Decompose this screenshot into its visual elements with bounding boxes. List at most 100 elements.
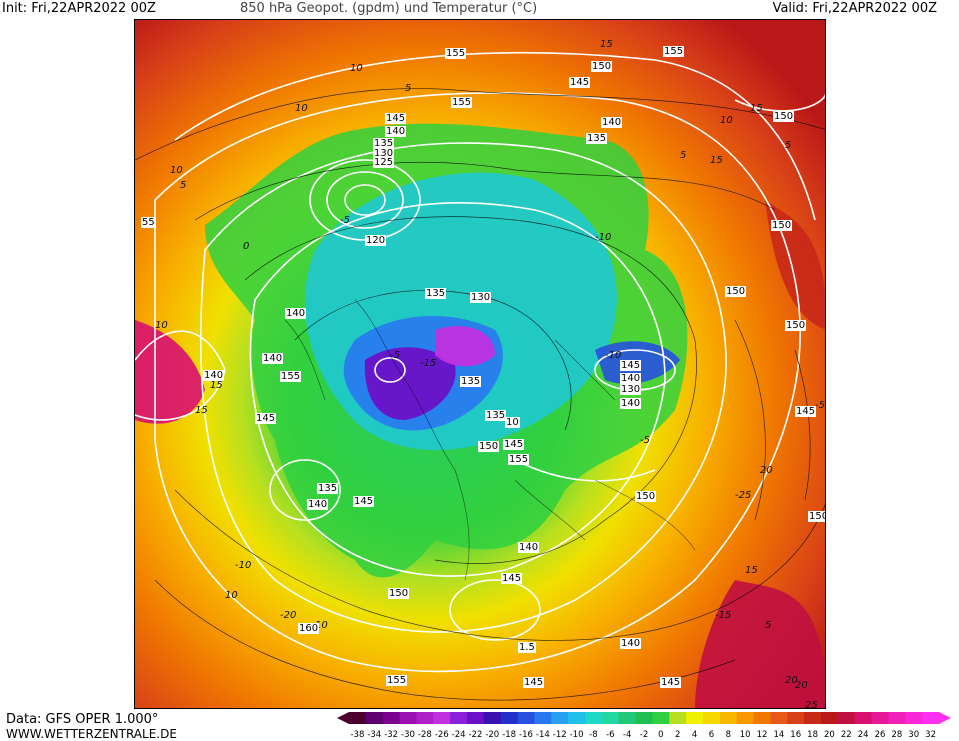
temperature-contour-label: 10 (720, 115, 733, 126)
colorbar-swatch (854, 712, 873, 724)
geopotential-contour-label: 145 (620, 360, 642, 371)
temperature-contour-label: 5 (765, 620, 772, 631)
geopotential-contour-label: 145 (569, 77, 591, 88)
colorbar-tick-label: -4 (623, 730, 631, 740)
colorbar-swatch (719, 712, 738, 724)
geopotential-contour-label: 140 (307, 499, 329, 510)
geopotential-contour-label: 155 (508, 454, 530, 465)
warm-region-east (765, 200, 825, 330)
temperature-contour-label: 15 (210, 380, 223, 391)
colorbar-swatch (450, 712, 468, 724)
colorbar-tick-label: -28 (418, 730, 432, 740)
warm-region-southeast (695, 580, 825, 708)
valid-time-label: Valid: Fri,22APR2022 00Z (772, 1, 937, 16)
temperature-contour-label: 15 (750, 103, 763, 114)
temperature-contour-label: 5 (785, 140, 792, 151)
colorbar-tick-label: -24 (452, 730, 466, 740)
cold-core-magenta (435, 326, 495, 367)
colorbar-swatch (618, 712, 637, 724)
geopotential-contour-label: 140 (203, 370, 225, 381)
colorbar-arrow-right (939, 712, 951, 724)
website-label: WWW.WETTERZENTRALE.DE (6, 727, 177, 741)
geopotential-contour-label: 135 (460, 376, 482, 387)
temperature-contour-label: 5 (180, 180, 187, 191)
geopotential-contour-label: 145 (795, 406, 817, 417)
colorbar-tick-label: 8 (726, 730, 731, 740)
temperature-contour-label: 10 (295, 103, 308, 114)
geopotential-contour-label: 150 (808, 511, 825, 522)
colorbar-swatch (652, 712, 670, 724)
coastlines (284, 299, 696, 581)
colorbar-tick-label: -16 (519, 730, 533, 740)
colorbar-tick-label: -38 (350, 730, 364, 740)
geopotential-contour-label: 135 (425, 288, 447, 299)
colorbar-tick-label: -12 (553, 730, 567, 740)
temperature-contour-label: -10 (235, 560, 252, 571)
colorbar-tick-label: -2 (640, 730, 648, 740)
colorbar-swatch (669, 712, 687, 724)
colorbar-tick-label: 26 (875, 730, 886, 740)
geopotential-contour-label: 140 (620, 373, 642, 384)
temperature-contour-label: 5 (680, 150, 687, 161)
colorbar-tick-label: 12 (757, 730, 768, 740)
colorbar-swatch (349, 712, 367, 724)
colorbar-tick-label: -18 (502, 730, 516, 740)
colorbar-tick-label: 24 (858, 730, 869, 740)
geopotential-contour-label: 150 (785, 320, 807, 331)
geopotential-contour-label: 140 (601, 117, 623, 128)
colorbar-swatch (905, 712, 923, 724)
colorbar-swatch (804, 712, 822, 724)
colorbar-tick-label: 4 (692, 730, 697, 740)
colorbar-tick-label: -32 (384, 730, 398, 740)
colorbar-swatch (416, 712, 434, 724)
colorbar-swatch (365, 712, 384, 724)
colorbar-tick-label: 6 (709, 730, 714, 740)
colorbar-swatch (635, 712, 653, 724)
colorbar-tick-label: -22 (468, 730, 482, 740)
temperature-contour-label: -5 (390, 350, 400, 361)
colorbar-swatch (568, 712, 586, 724)
colorbar-swatch (871, 712, 889, 724)
colorbar-tick-label: 32 (925, 730, 936, 740)
temperature-contour-label: 10 (350, 63, 363, 74)
colorbar-swatch (585, 712, 603, 724)
temperature-contour-label: 15 (600, 39, 613, 50)
geopotential-contour-label: 155 (280, 371, 302, 382)
geopotential-contour-label: 150 (725, 286, 747, 297)
temperature-contour-label: -5 (340, 215, 350, 226)
temperature-contour-label: 15 (745, 565, 758, 576)
geopotential-contour-label: 160 (298, 623, 320, 634)
colorbar-tick-label: -34 (367, 730, 381, 740)
colorbar-tick-label: 30 (908, 730, 919, 740)
warm-region-west (135, 320, 205, 424)
temperature-contour-label: 20 (760, 465, 773, 476)
colorbar-tick-label: 18 (807, 730, 818, 740)
header: Init: Fri,22APR2022 00Z 850 hPa Geopot. … (0, 0, 959, 18)
temperature-contour-label: -25 (735, 490, 752, 501)
colorbar-swatch (433, 712, 451, 724)
geopotential-contour-label: 150 (591, 61, 613, 72)
geopotential-contour-label: 1.5 (518, 642, 536, 653)
colorbar-tick-label: 14 (773, 730, 784, 740)
geopotential-contour-label: 140 (518, 542, 540, 553)
temperature-contour-label: 0 (243, 241, 250, 252)
geopotential-contour-label: 140 (385, 126, 407, 137)
colorbar-swatch (517, 712, 535, 724)
colorbar-swatch (686, 712, 704, 724)
colorbar-swatch (787, 712, 805, 724)
geopotential-contour-label: 140 (620, 398, 642, 409)
geopotential-contour-label: 135 (485, 410, 507, 421)
colorbar-arrow-left (337, 712, 349, 724)
colorbar-swatch (703, 712, 721, 724)
geopotential-contour-label: 135 (373, 138, 395, 149)
colorbar-tick-label: 20 (824, 730, 835, 740)
geopotential-contour-label: 140 (620, 638, 642, 649)
temperature-contour-label: 10 (155, 320, 168, 331)
temperature-contour-label: -15 (715, 610, 732, 621)
temperature-contour-label: 10 (315, 620, 328, 631)
colorbar-swatch (382, 712, 401, 724)
colorbar-tick-label: 22 (841, 730, 852, 740)
weather-map[interactable]: 15 10 5 10 0 -5 -10 -5 -15 -10 -5 10 15 10 5 15 5 5 10 15 10… (134, 19, 826, 709)
temperature-contour-label: 5 (405, 83, 412, 94)
colorbar-swatch (770, 712, 788, 724)
